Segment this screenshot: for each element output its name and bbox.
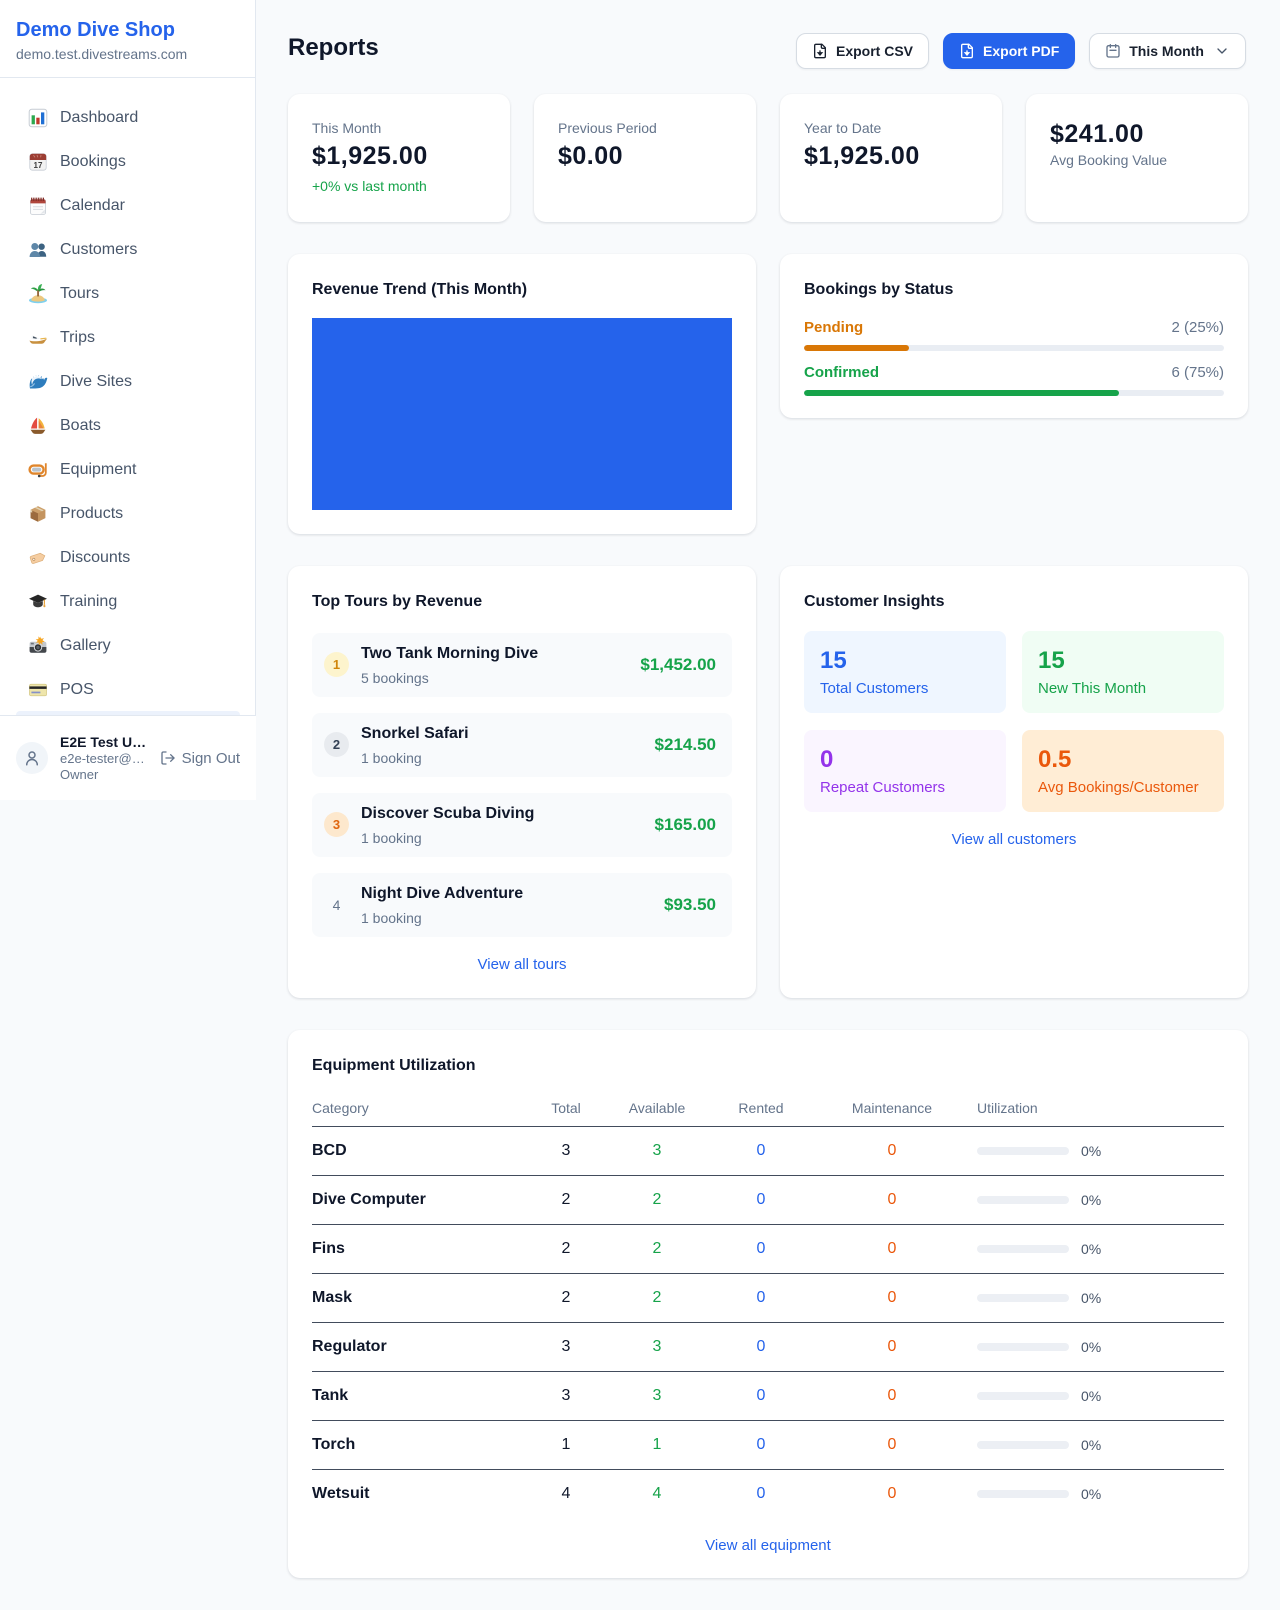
svg-text:17: 17	[34, 161, 43, 170]
